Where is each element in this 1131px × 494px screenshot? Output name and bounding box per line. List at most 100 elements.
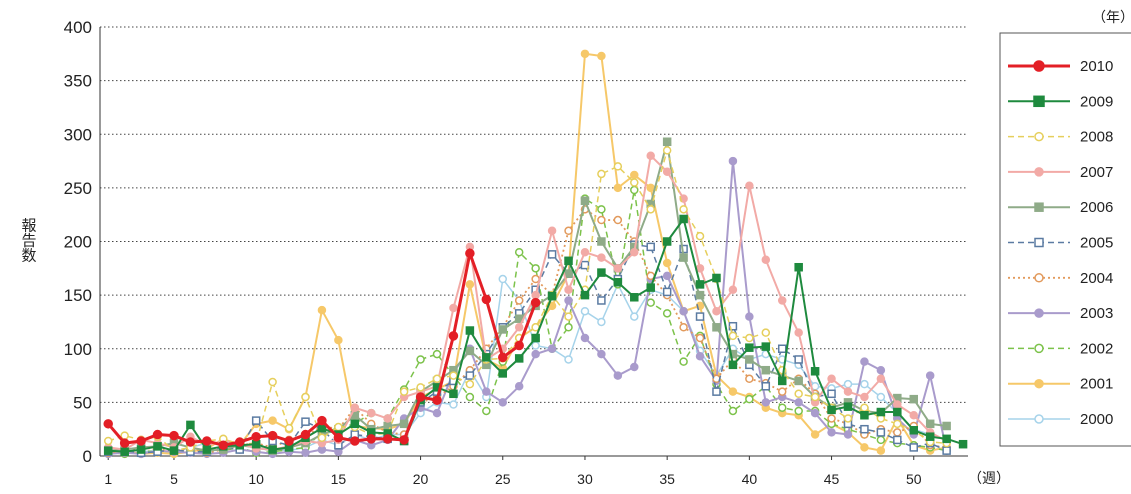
marker bbox=[103, 419, 113, 429]
marker bbox=[234, 437, 245, 447]
marker bbox=[630, 293, 639, 302]
marker bbox=[777, 344, 787, 353]
marker bbox=[367, 408, 376, 418]
marker bbox=[498, 369, 508, 378]
marker bbox=[860, 357, 869, 366]
marker bbox=[268, 377, 277, 387]
marker bbox=[498, 352, 508, 363]
legend-label: 2004 bbox=[1080, 270, 1113, 287]
marker bbox=[580, 49, 590, 59]
marker bbox=[1034, 202, 1044, 212]
marker bbox=[301, 392, 310, 402]
marker bbox=[613, 264, 623, 273]
legend-box bbox=[999, 32, 1131, 447]
marker bbox=[514, 247, 524, 257]
marker bbox=[942, 446, 951, 455]
marker bbox=[613, 215, 623, 225]
marker bbox=[531, 274, 540, 284]
marker bbox=[679, 323, 688, 332]
x-tick-label: 20 bbox=[413, 471, 429, 487]
marker bbox=[432, 408, 442, 418]
marker bbox=[630, 312, 639, 321]
marker bbox=[416, 383, 425, 392]
marker bbox=[564, 226, 573, 236]
marker bbox=[1034, 378, 1044, 389]
marker bbox=[350, 403, 360, 412]
marker bbox=[153, 442, 162, 451]
marker bbox=[728, 156, 738, 166]
marker bbox=[350, 419, 360, 429]
marker bbox=[712, 273, 721, 283]
marker bbox=[695, 231, 705, 241]
marker bbox=[185, 437, 196, 447]
marker bbox=[843, 402, 853, 411]
marker bbox=[728, 285, 738, 295]
marker bbox=[119, 438, 130, 448]
marker bbox=[794, 355, 803, 364]
marker bbox=[465, 379, 475, 389]
marker bbox=[465, 326, 475, 335]
marker bbox=[449, 303, 458, 313]
marker bbox=[745, 312, 754, 321]
marker bbox=[564, 296, 573, 305]
marker bbox=[695, 280, 705, 289]
marker bbox=[531, 264, 540, 273]
legend-title: （年） bbox=[1092, 9, 1131, 25]
marker bbox=[745, 333, 754, 343]
marker bbox=[465, 371, 475, 380]
marker bbox=[909, 410, 918, 420]
marker bbox=[416, 355, 425, 364]
marker bbox=[630, 178, 639, 187]
marker bbox=[794, 328, 803, 337]
legend-label: 2000 bbox=[1080, 411, 1113, 428]
marker bbox=[251, 439, 261, 449]
marker bbox=[630, 247, 639, 257]
marker bbox=[745, 374, 754, 384]
marker bbox=[1033, 60, 1045, 72]
marker bbox=[695, 312, 705, 321]
marker bbox=[860, 443, 869, 452]
marker bbox=[580, 333, 590, 343]
marker bbox=[876, 446, 886, 455]
marker bbox=[761, 328, 771, 337]
x-tick-label: 15 bbox=[331, 471, 347, 487]
marker bbox=[564, 285, 573, 295]
marker bbox=[876, 407, 886, 417]
marker bbox=[613, 278, 623, 287]
marker bbox=[876, 374, 886, 384]
marker bbox=[597, 296, 606, 305]
marker bbox=[564, 323, 573, 332]
marker bbox=[481, 294, 492, 305]
marker bbox=[662, 271, 672, 281]
marker bbox=[679, 205, 688, 214]
marker bbox=[876, 428, 886, 437]
marker bbox=[465, 346, 475, 356]
marker bbox=[613, 162, 623, 171]
marker bbox=[580, 247, 590, 257]
y-tick-label: 300 bbox=[64, 125, 92, 144]
marker bbox=[909, 443, 918, 452]
marker bbox=[580, 260, 590, 270]
marker bbox=[415, 392, 426, 402]
marker bbox=[514, 382, 524, 391]
marker bbox=[383, 414, 392, 423]
marker bbox=[482, 406, 491, 416]
marker bbox=[202, 445, 212, 454]
marker bbox=[728, 406, 738, 416]
marker bbox=[301, 417, 310, 426]
marker bbox=[679, 357, 688, 366]
y-tick-label: 250 bbox=[64, 179, 92, 198]
marker bbox=[103, 436, 113, 446]
marker bbox=[432, 374, 442, 384]
marker bbox=[728, 349, 738, 359]
marker bbox=[679, 253, 688, 262]
marker bbox=[695, 333, 705, 343]
marker bbox=[399, 435, 409, 445]
marker bbox=[745, 355, 754, 364]
marker bbox=[597, 317, 606, 327]
marker bbox=[646, 283, 655, 292]
marker bbox=[251, 416, 261, 425]
marker bbox=[827, 389, 836, 399]
marker bbox=[761, 382, 771, 391]
marker bbox=[547, 226, 557, 236]
